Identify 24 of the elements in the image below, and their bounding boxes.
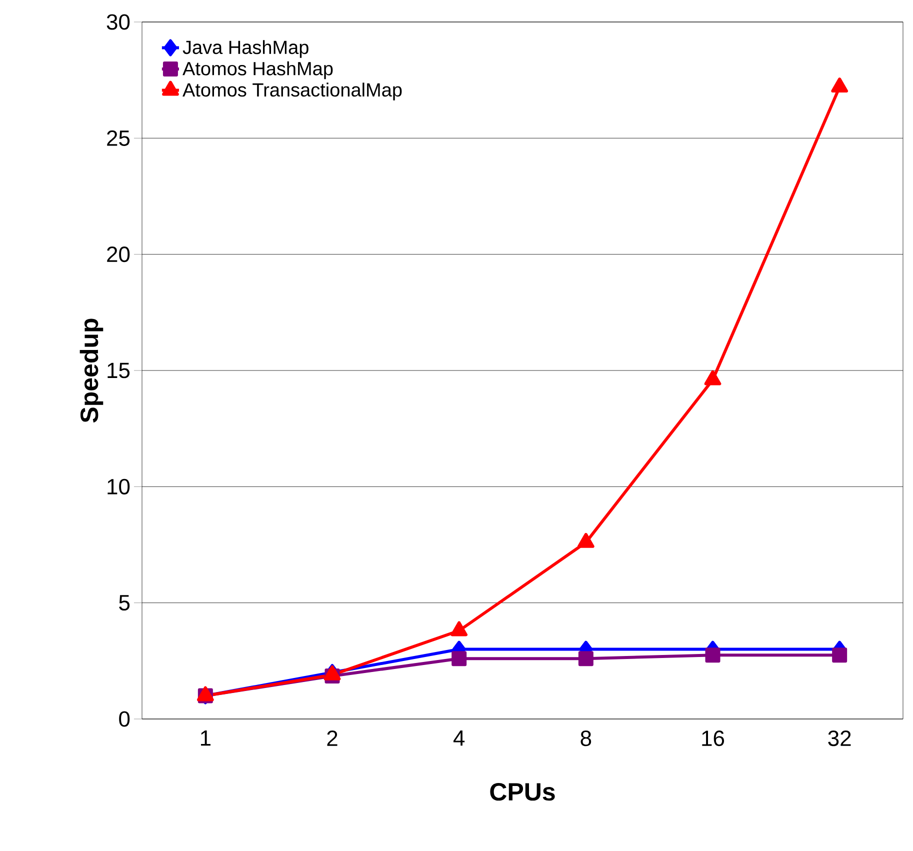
x-tick-label: 2 bbox=[327, 730, 338, 746]
x-tick-label: 16 bbox=[702, 730, 724, 746]
point bbox=[705, 648, 720, 663]
legend-label: Atomos TransactionalMap bbox=[182, 82, 402, 100]
x-tick-label: 8 bbox=[580, 730, 592, 746]
y-tick-label: 15 bbox=[108, 362, 130, 378]
point bbox=[704, 370, 722, 386]
point bbox=[452, 651, 467, 666]
y-axis-title: Speedup bbox=[80, 318, 104, 423]
x-tick-label: 1 bbox=[200, 730, 210, 746]
legend-label: Atomos HashMap bbox=[182, 61, 333, 80]
x-axis-title: CPUs bbox=[490, 782, 555, 801]
point bbox=[831, 78, 848, 93]
y-tick-label: 5 bbox=[119, 595, 130, 610]
y-tick-label: 30 bbox=[106, 14, 130, 30]
legend-label: Java HashMap bbox=[182, 40, 308, 58]
point bbox=[832, 648, 848, 663]
x-tick-label: 32 bbox=[828, 730, 851, 746]
y-tick-label: 10 bbox=[108, 478, 130, 494]
y-tick-label: 25 bbox=[107, 130, 130, 146]
point bbox=[578, 651, 594, 666]
y-tick-label: 0 bbox=[119, 711, 130, 727]
x-tick-label: 4 bbox=[453, 730, 465, 746]
y-tick-label: 20 bbox=[107, 246, 130, 262]
